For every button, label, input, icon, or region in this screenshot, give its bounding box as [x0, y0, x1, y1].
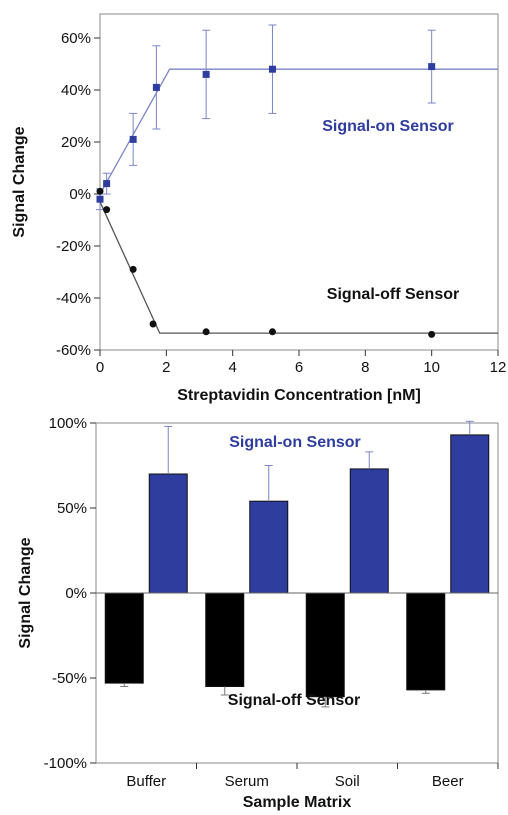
- bottom-y-axis-title: Signal Change: [17, 537, 34, 648]
- top-point-signal-on: [152, 83, 160, 91]
- bottom-error-bar-signal-on: [264, 465, 273, 502]
- top-fit-line-signal-off: [99, 201, 498, 334]
- top-x-tick-label: 0: [96, 359, 104, 376]
- top-x-tick-label: 2: [162, 359, 170, 376]
- bottom-error-bars: [120, 420, 474, 708]
- top-point-signal-on: [103, 180, 111, 188]
- bar-signal-off: [406, 592, 446, 691]
- top-point-signal-on: [202, 70, 210, 78]
- top-x-tick-label: 4: [228, 359, 236, 376]
- bottom-annotation-signal-on: Signal-on Sensor: [229, 434, 361, 451]
- bar-signal-off: [205, 592, 245, 687]
- bar-signal-off: [104, 592, 144, 684]
- top-y-tick-label: -40%: [56, 290, 91, 307]
- top-y-tick-label: 40%: [61, 82, 91, 99]
- top-y-tick-label: -20%: [56, 238, 91, 255]
- top-point-signal-off: [149, 320, 157, 328]
- top-point-signal-on: [129, 135, 137, 143]
- top-x-tick-label: 10: [423, 359, 440, 376]
- top-x-tick-label: 6: [295, 359, 303, 376]
- top-data-points: [96, 63, 436, 338]
- bar-signal-on: [450, 434, 490, 594]
- bottom-bars: [104, 434, 490, 698]
- top-fit-lines: [99, 68, 498, 334]
- top-point-signal-on: [96, 195, 104, 203]
- top-y-axis-title: Signal Change: [11, 126, 28, 237]
- bottom-y-tick-label: -100%: [44, 755, 87, 772]
- bottom-x-tick-label: Buffer: [126, 773, 166, 790]
- top-x-tick-label: 12: [490, 359, 507, 376]
- top-x-axis-title: Streptavidin Concentration [nM]: [177, 387, 421, 404]
- top-x-axis: 0 2 4 6 8 10 12: [96, 350, 507, 376]
- bottom-y-tick-label: -50%: [52, 670, 87, 687]
- top-point-signal-off: [96, 187, 104, 195]
- top-point-signal-off: [202, 328, 210, 336]
- bottom-error-bar-signal-on: [164, 425, 173, 474]
- top-point-signal-off: [103, 206, 111, 214]
- bottom-error-bar-signal-on: [365, 451, 374, 469]
- bottom-x-tick-label: Serum: [225, 773, 269, 790]
- bottom-error-bar-signal-off: [421, 689, 430, 694]
- bottom-x-axis-title: Sample Matrix: [243, 794, 352, 811]
- top-annotation-signal-off: Signal-off Sensor: [327, 286, 459, 303]
- bottom-y-tick-label: 50%: [57, 500, 87, 517]
- top-y-tick-label: 60%: [61, 30, 91, 47]
- top-point-signal-off: [129, 265, 137, 273]
- top-point-signal-off: [268, 328, 276, 336]
- bottom-x-tick-label: Soil: [335, 773, 360, 790]
- bar-signal-on: [249, 500, 289, 594]
- top-y-axis: -60% -40% -20% 0% 20% 40% 60%: [56, 30, 100, 359]
- top-y-tick-label: -60%: [56, 342, 91, 359]
- top-annotation-signal-on: Signal-on Sensor: [322, 118, 454, 135]
- top-fit-line-signal-on: [99, 68, 498, 195]
- bottom-chart: -100% -50% 0% 50% 100% Buffer Serum Soil Beer S…: [17, 415, 499, 811]
- top-point-signal-on: [268, 65, 276, 73]
- bottom-y-axis: -100% -50% 0% 50% 100%: [44, 415, 96, 772]
- bar-signal-on: [148, 473, 188, 594]
- bar-signal-on: [349, 468, 389, 594]
- bottom-error-bar-signal-off: [220, 686, 229, 696]
- bottom-x-axis: Buffer Serum Soil Beer: [126, 763, 499, 790]
- bottom-y-tick-label: 100%: [49, 415, 87, 432]
- top-x-tick-label: 8: [361, 359, 369, 376]
- bottom-y-tick-label: 0%: [65, 585, 87, 602]
- top-y-tick-label: 20%: [61, 134, 91, 151]
- top-chart: -60% -40% -20% 0% 20% 40% 60% 0 2 4 6 8 10 12 Signal…: [11, 13, 507, 404]
- bottom-error-bar-signal-off: [321, 696, 330, 708]
- top-point-signal-off: [428, 330, 436, 338]
- bottom-annotation-signal-off: Signal-off Sensor: [228, 692, 360, 709]
- bottom-x-tick-label: Beer: [432, 773, 464, 790]
- bar-signal-off: [305, 592, 345, 698]
- bottom-error-bar-signal-off: [120, 683, 129, 687]
- top-point-signal-on: [428, 63, 436, 71]
- bottom-error-bar-signal-on: [465, 420, 474, 435]
- top-y-tick-label: 0%: [69, 186, 91, 203]
